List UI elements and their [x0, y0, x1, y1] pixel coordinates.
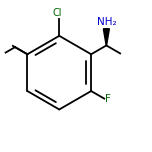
Text: F: F [105, 94, 111, 104]
Polygon shape [103, 29, 109, 45]
Text: NH₂: NH₂ [97, 17, 117, 27]
Text: Cl: Cl [53, 8, 62, 18]
